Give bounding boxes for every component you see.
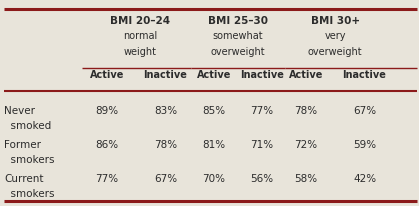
Text: 89%: 89% <box>95 106 119 116</box>
Text: 42%: 42% <box>353 174 376 184</box>
Text: 78%: 78% <box>294 106 318 116</box>
Text: very: very <box>324 31 346 41</box>
Text: 71%: 71% <box>250 140 274 150</box>
Text: overweight: overweight <box>308 47 362 57</box>
Text: 56%: 56% <box>250 174 274 184</box>
Text: smokers: smokers <box>4 189 55 199</box>
Text: Former: Former <box>4 140 41 150</box>
Text: 81%: 81% <box>202 140 225 150</box>
Text: normal: normal <box>123 31 158 41</box>
Text: 70%: 70% <box>202 174 225 184</box>
Text: 83%: 83% <box>154 106 177 116</box>
Text: 78%: 78% <box>154 140 177 150</box>
Text: somewhat: somewhat <box>212 31 263 41</box>
Text: 67%: 67% <box>154 174 177 184</box>
Text: 77%: 77% <box>250 106 274 116</box>
Text: smoked: smoked <box>4 121 52 131</box>
Text: 86%: 86% <box>95 140 119 150</box>
Text: 67%: 67% <box>353 106 376 116</box>
Text: Never: Never <box>4 106 35 116</box>
Text: 85%: 85% <box>202 106 225 116</box>
Text: smokers: smokers <box>4 155 55 165</box>
Text: BMI 20–24: BMI 20–24 <box>110 16 171 26</box>
Text: overweight: overweight <box>210 47 265 57</box>
Text: Current: Current <box>4 174 44 184</box>
Text: 58%: 58% <box>294 174 318 184</box>
Text: BMI 30+: BMI 30+ <box>310 16 360 26</box>
Text: weight: weight <box>124 47 157 57</box>
Text: Inactive: Inactive <box>343 70 386 80</box>
Text: Active: Active <box>289 70 323 80</box>
Text: 72%: 72% <box>294 140 318 150</box>
Text: Inactive: Inactive <box>144 70 187 80</box>
Text: Active: Active <box>90 70 124 80</box>
Text: 59%: 59% <box>353 140 376 150</box>
Text: 77%: 77% <box>95 174 119 184</box>
Text: Active: Active <box>197 70 231 80</box>
Text: Inactive: Inactive <box>240 70 284 80</box>
Text: BMI 25–30: BMI 25–30 <box>207 16 268 26</box>
